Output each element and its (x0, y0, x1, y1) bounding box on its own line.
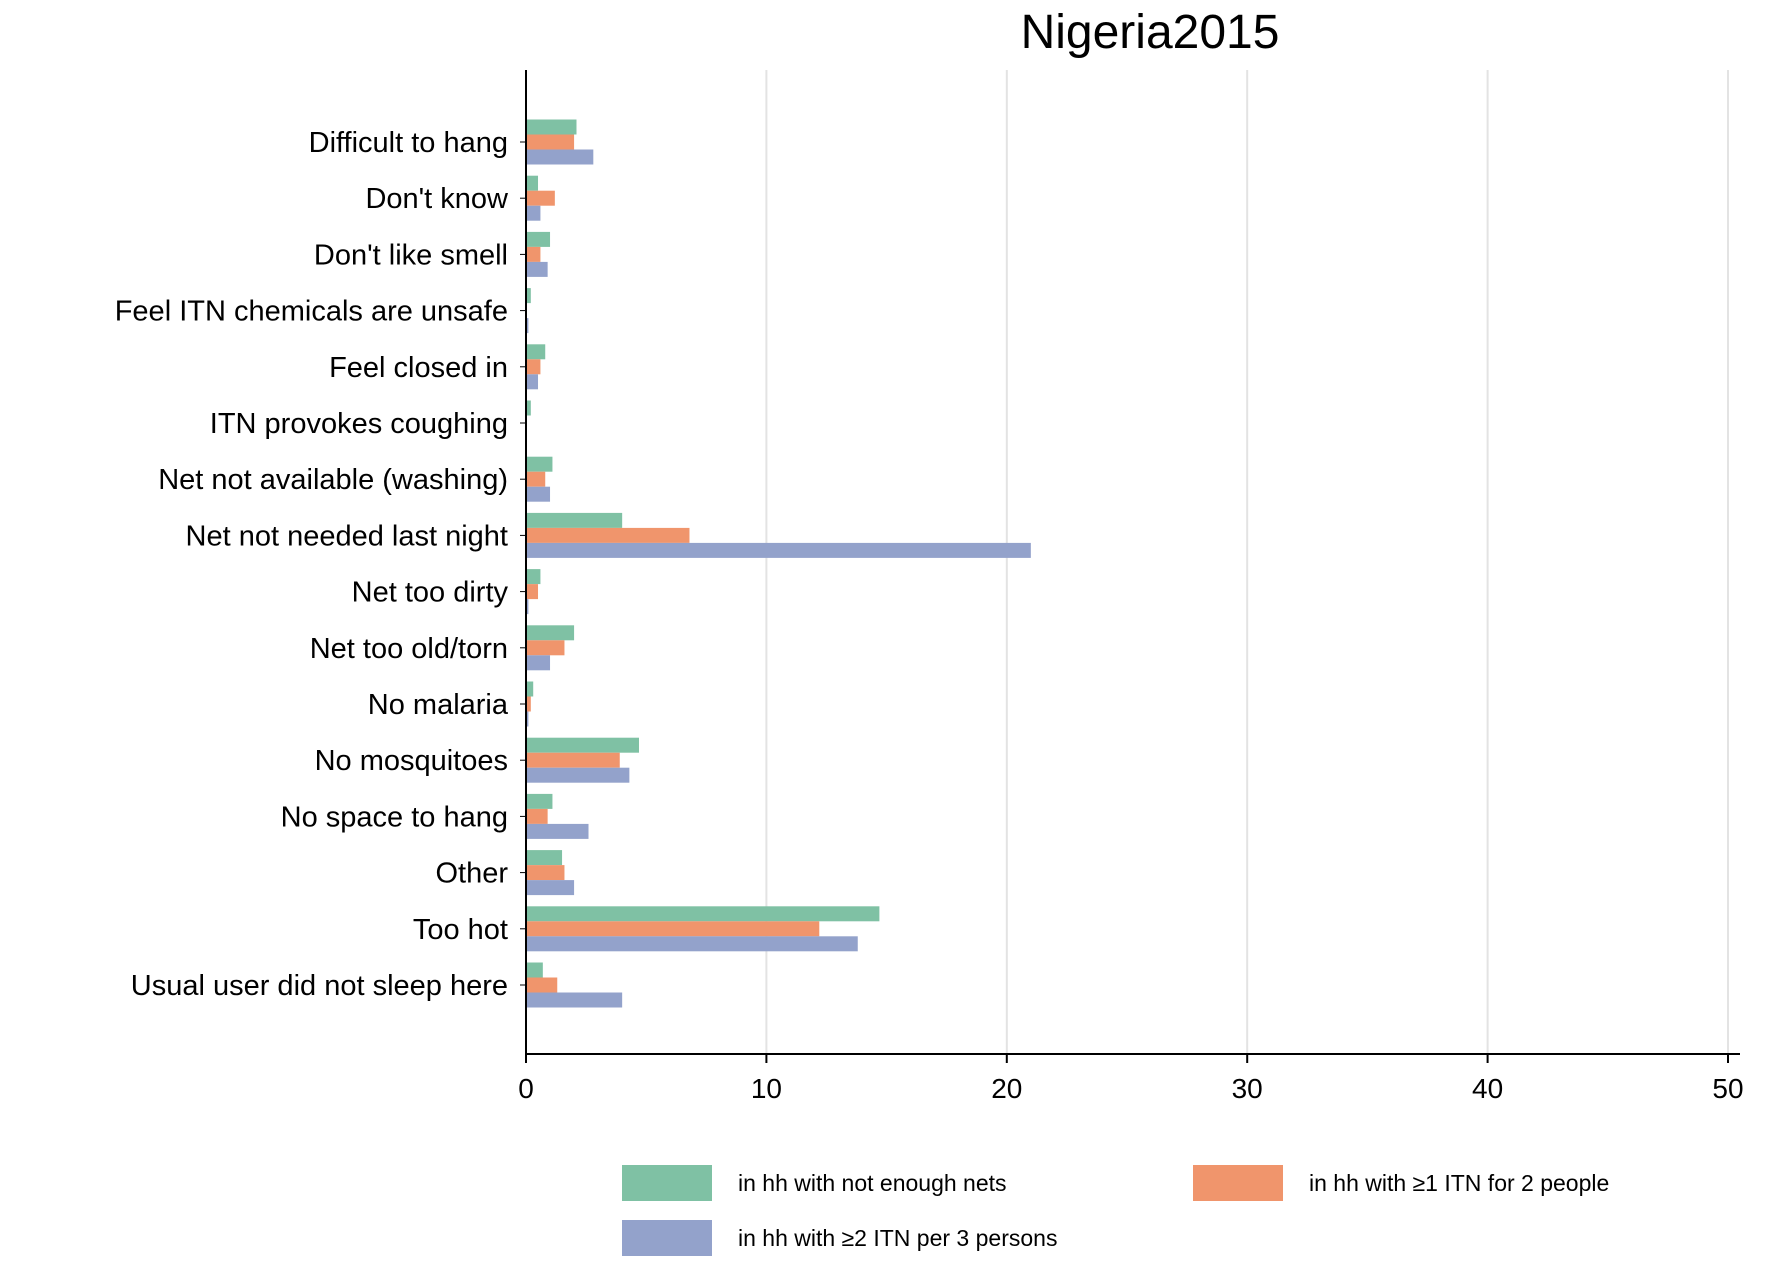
x-tick-label: 20 (991, 1073, 1022, 1104)
x-tick-label: 10 (751, 1073, 782, 1104)
y-category-label: Other (435, 858, 508, 890)
legend-swatch-2 (1193, 1165, 1283, 1201)
legend-swatch-1 (622, 1165, 712, 1201)
bar-3-7 (526, 486, 551, 502)
bar-1-8 (526, 512, 623, 528)
axes (525, 70, 1740, 1055)
y-category-label: Net too old/torn (310, 633, 508, 665)
legend-label-3: in hh with ≥2 ITN per 3 persons (738, 1225, 1057, 1251)
bar-1-11 (526, 681, 534, 697)
y-category-label: Usual user did not sleep here (131, 970, 508, 1002)
bar-1-7 (526, 456, 553, 472)
bar-1-16 (526, 962, 543, 978)
bar-1-13 (526, 793, 553, 809)
bar-3-2 (526, 205, 541, 221)
y-category-labels: Difficult to hang Don't know Don't like sm… (115, 127, 526, 1002)
bar-2-1 (526, 134, 575, 150)
bar-1-6 (526, 400, 531, 416)
bar-2-15 (526, 921, 820, 937)
x-ticks: 0 10 20 30 40 50 (518, 1054, 1744, 1104)
x-tick-label: 50 (1712, 1073, 1743, 1104)
bars (526, 119, 1031, 1008)
legend-label-1: in hh with not enough nets (738, 1170, 1007, 1196)
bar-1-14 (526, 850, 563, 866)
bar-3-5 (526, 374, 539, 390)
y-category-label: Feel closed in (329, 352, 508, 384)
bar-2-16 (526, 977, 558, 993)
bar-3-12 (526, 767, 630, 783)
x-tick-label: 0 (518, 1073, 534, 1104)
y-category-label: Net not available (washing) (158, 464, 508, 496)
legend-label-2: in hh with ≥1 ITN for 2 people (1309, 1170, 1609, 1196)
y-category-label: No malaria (368, 689, 509, 721)
bar-2-11 (526, 696, 531, 712)
bar-2-8 (526, 527, 690, 543)
legend-swatch-3 (622, 1220, 712, 1256)
x-tick-label: 30 (1232, 1073, 1263, 1104)
bar-1-9 (526, 569, 541, 585)
y-category-label: Don't like smell (314, 239, 508, 271)
bar-1-1 (526, 119, 577, 135)
bar-2-5 (526, 359, 541, 375)
bar-2-13 (526, 808, 548, 824)
bar-2-10 (526, 640, 565, 656)
y-category-label: Feel ITN chemicals are unsafe (115, 296, 508, 328)
y-category-label: Net not needed last night (186, 520, 508, 552)
bar-3-13 (526, 823, 589, 839)
bar-1-15 (526, 906, 880, 922)
bar-2-12 (526, 752, 620, 768)
y-category-label: Difficult to hang (309, 127, 508, 159)
bar-1-3 (526, 231, 551, 247)
bar-3-16 (526, 992, 623, 1008)
bar-3-1 (526, 149, 594, 165)
bar-3-4 (526, 318, 529, 334)
bar-1-2 (526, 175, 539, 191)
y-category-label: ITN provokes coughing (210, 408, 508, 440)
bar-3-8 (526, 542, 1031, 558)
bar-3-11 (526, 711, 529, 727)
bar-2-7 (526, 471, 546, 487)
bar-2-9 (526, 584, 539, 600)
bar-1-12 (526, 737, 639, 753)
x-tick-label: 40 (1472, 1073, 1503, 1104)
bar-3-15 (526, 936, 858, 952)
bar-3-9 (526, 599, 529, 615)
chart-title: Nigeria2015 (1021, 6, 1280, 59)
y-category-label: Don't know (365, 183, 509, 215)
bar-3-3 (526, 261, 548, 277)
gridlines (765, 70, 1729, 1054)
bar-1-10 (526, 625, 575, 641)
y-category-label: Too hot (413, 914, 508, 946)
legend: in hh with not enough nets in hh with ≥1 … (622, 1165, 1609, 1256)
bar-1-4 (526, 288, 531, 304)
y-category-label: No space to hang (281, 801, 508, 833)
bar-2-14 (526, 865, 565, 881)
bar-3-14 (526, 880, 575, 896)
bar-2-3 (526, 246, 541, 262)
bar-3-10 (526, 655, 551, 671)
y-category-label: No mosquitoes (315, 745, 508, 777)
bar-1-5 (526, 344, 546, 360)
y-category-label: Net too dirty (352, 577, 509, 609)
bar-2-2 (526, 190, 555, 206)
